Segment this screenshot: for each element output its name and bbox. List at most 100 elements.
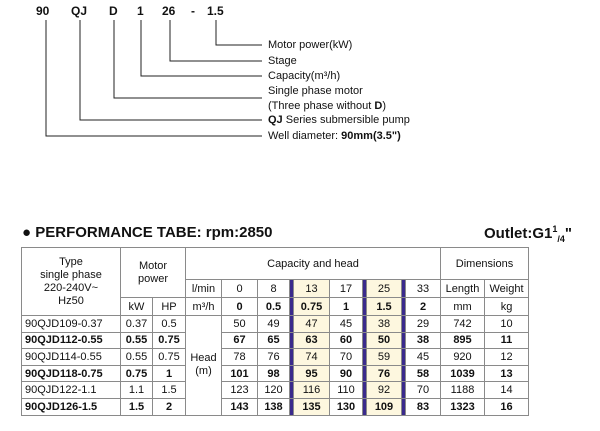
head-value: 120 — [257, 381, 290, 399]
head-value: 63 — [293, 331, 330, 350]
head-value: 49 — [257, 315, 290, 333]
kw-value: 0.75 — [120, 364, 153, 383]
model-type: 90QJD122-1.1 — [21, 381, 121, 399]
table-row: 90QJD109-0.37 0.37 0.5 Head (m) 50 49 47… — [21, 315, 529, 416]
legend-well-diameter: Well diameter: 90mm(3.5") — [268, 130, 401, 142]
code-part-qj: QJ — [71, 4, 88, 18]
table-row: 90QJD118-0.75 0.75 1 101 98 95 90 76 58 … — [21, 364, 529, 383]
head-value: 45 — [405, 348, 441, 366]
head-value: 78 — [221, 348, 258, 366]
head-label: Head (m) — [185, 315, 222, 416]
header-row-units: kW HP m³/h 0 0.5 0.75 1 1.5 2 mm kg — [22, 297, 529, 316]
weight-header: Weight — [484, 279, 529, 298]
m3h-value: 0.75 — [293, 297, 330, 316]
lmin-value: 17 — [329, 279, 363, 298]
lmin-value: 25 — [366, 279, 402, 298]
hp-value: 2 — [152, 397, 186, 416]
head-value: 70 — [329, 348, 363, 366]
lmin-value: 8 — [257, 279, 290, 298]
table-row: 90QJD112-0.55 0.55 0.75 67 65 63 60 50 3… — [21, 331, 529, 350]
model-type: 90QJD112-0.55 — [21, 331, 121, 350]
lmin-value: 0 — [221, 279, 258, 298]
model-type: 90QJD114-0.55 — [21, 348, 121, 366]
m3h-value: 1.5 — [366, 297, 402, 316]
kg-unit: kg — [484, 297, 529, 316]
kw-value: 0.55 — [120, 331, 153, 350]
length-value: 895 — [440, 331, 485, 350]
weight-value: 10 — [484, 315, 529, 333]
head-value: 130 — [329, 397, 363, 416]
head-value: 135 — [293, 397, 330, 416]
capacity-head-header: Capacity and head — [185, 247, 441, 280]
hp-value: 0.5 — [152, 315, 186, 333]
weight-value: 16 — [484, 397, 529, 416]
table-row: 90QJD114-0.55 0.55 0.75 78 76 74 70 59 4… — [21, 348, 529, 366]
lmin-value: 13 — [293, 279, 330, 298]
head-value: 116 — [293, 381, 330, 399]
length-value: 1323 — [440, 397, 485, 416]
head-value: 101 — [221, 364, 258, 383]
code-part-dash: - — [191, 4, 195, 18]
head-value: 50 — [221, 315, 258, 333]
model-type: 90QJD126-1.5 — [21, 397, 121, 416]
weight-value: 12 — [484, 348, 529, 366]
head-value: 76 — [257, 348, 290, 366]
weight-value: 14 — [484, 381, 529, 399]
hp-value: 0.75 — [152, 331, 186, 350]
m3h-label: m³/h — [185, 297, 222, 316]
code-part-1: 1 — [137, 4, 144, 18]
hp-value: 1 — [152, 364, 186, 383]
head-value: 70 — [405, 381, 441, 399]
head-value: 29 — [405, 315, 441, 333]
head-value: 58 — [405, 364, 441, 383]
legend-single-phase: Single phase motor — [268, 85, 363, 97]
model-type: 90QJD118-0.75 — [21, 364, 121, 383]
head-value: 95 — [293, 364, 330, 383]
m3h-value: 1 — [329, 297, 363, 316]
code-connector-lines — [45, 20, 262, 137]
kw-value: 0.55 — [120, 348, 153, 366]
hp-value: 1.5 — [152, 381, 186, 399]
m3h-value: 0 — [221, 297, 258, 316]
head-value: 138 — [257, 397, 290, 416]
kw-value: 1.1 — [120, 381, 153, 399]
head-value: 60 — [329, 331, 363, 350]
weight-value: 13 — [484, 364, 529, 383]
m3h-value: 2 — [405, 297, 441, 316]
legend-qj-series: QJ Series submersible pump — [268, 114, 410, 126]
length-value: 1188 — [440, 381, 485, 399]
legend-capacity: Capacity(m³/h) — [268, 70, 341, 82]
motor-power-header: Motor power — [120, 247, 186, 298]
model-type: 90QJD109-0.37 — [21, 315, 121, 333]
kw-header: kW — [120, 297, 153, 316]
head-value: 109 — [366, 397, 402, 416]
code-part-15: 1.5 — [207, 4, 224, 18]
legend-motor-power: Motor power(kW) — [268, 39, 353, 51]
length-value: 920 — [440, 348, 485, 366]
head-value: 76 — [366, 364, 402, 383]
mm-unit: mm — [440, 297, 485, 316]
hp-value: 0.75 — [152, 348, 186, 366]
head-value: 65 — [257, 331, 290, 350]
weight-value: 11 — [484, 331, 529, 350]
performance-title: ● PERFORMANCE TABE: rpm:2850 — [22, 224, 273, 241]
head-value: 45 — [329, 315, 363, 333]
head-value: 90 — [329, 364, 363, 383]
table-row: 90QJD126-1.5 1.5 2 143 138 135 130 109 8… — [21, 397, 529, 416]
code-part-90: 90 — [36, 4, 50, 18]
header-row-1: Type single phase 220-240V~ Hz50 Motor p… — [21, 247, 529, 316]
lmin-label: l/min — [185, 279, 222, 298]
table-row: 90QJD122-1.1 1.1 1.5 123 120 116 110 92 … — [21, 381, 529, 399]
head-value: 67 — [221, 331, 258, 350]
length-value: 1039 — [440, 364, 485, 383]
code-part-26: 26 — [162, 4, 176, 18]
code-part-d: D — [109, 4, 118, 18]
length-value: 742 — [440, 315, 485, 333]
head-value: 143 — [221, 397, 258, 416]
header-row-lmin: l/min 0 8 13 17 25 33 Length Weight — [22, 279, 529, 298]
head-value: 47 — [293, 315, 330, 333]
legend-three-phase: (Three phase without D) — [268, 100, 387, 112]
performance-table: Type single phase 220-240V~ Hz50 Motor p… — [21, 247, 529, 416]
head-value: 123 — [221, 381, 258, 399]
m3h-value: 0.5 — [257, 297, 290, 316]
